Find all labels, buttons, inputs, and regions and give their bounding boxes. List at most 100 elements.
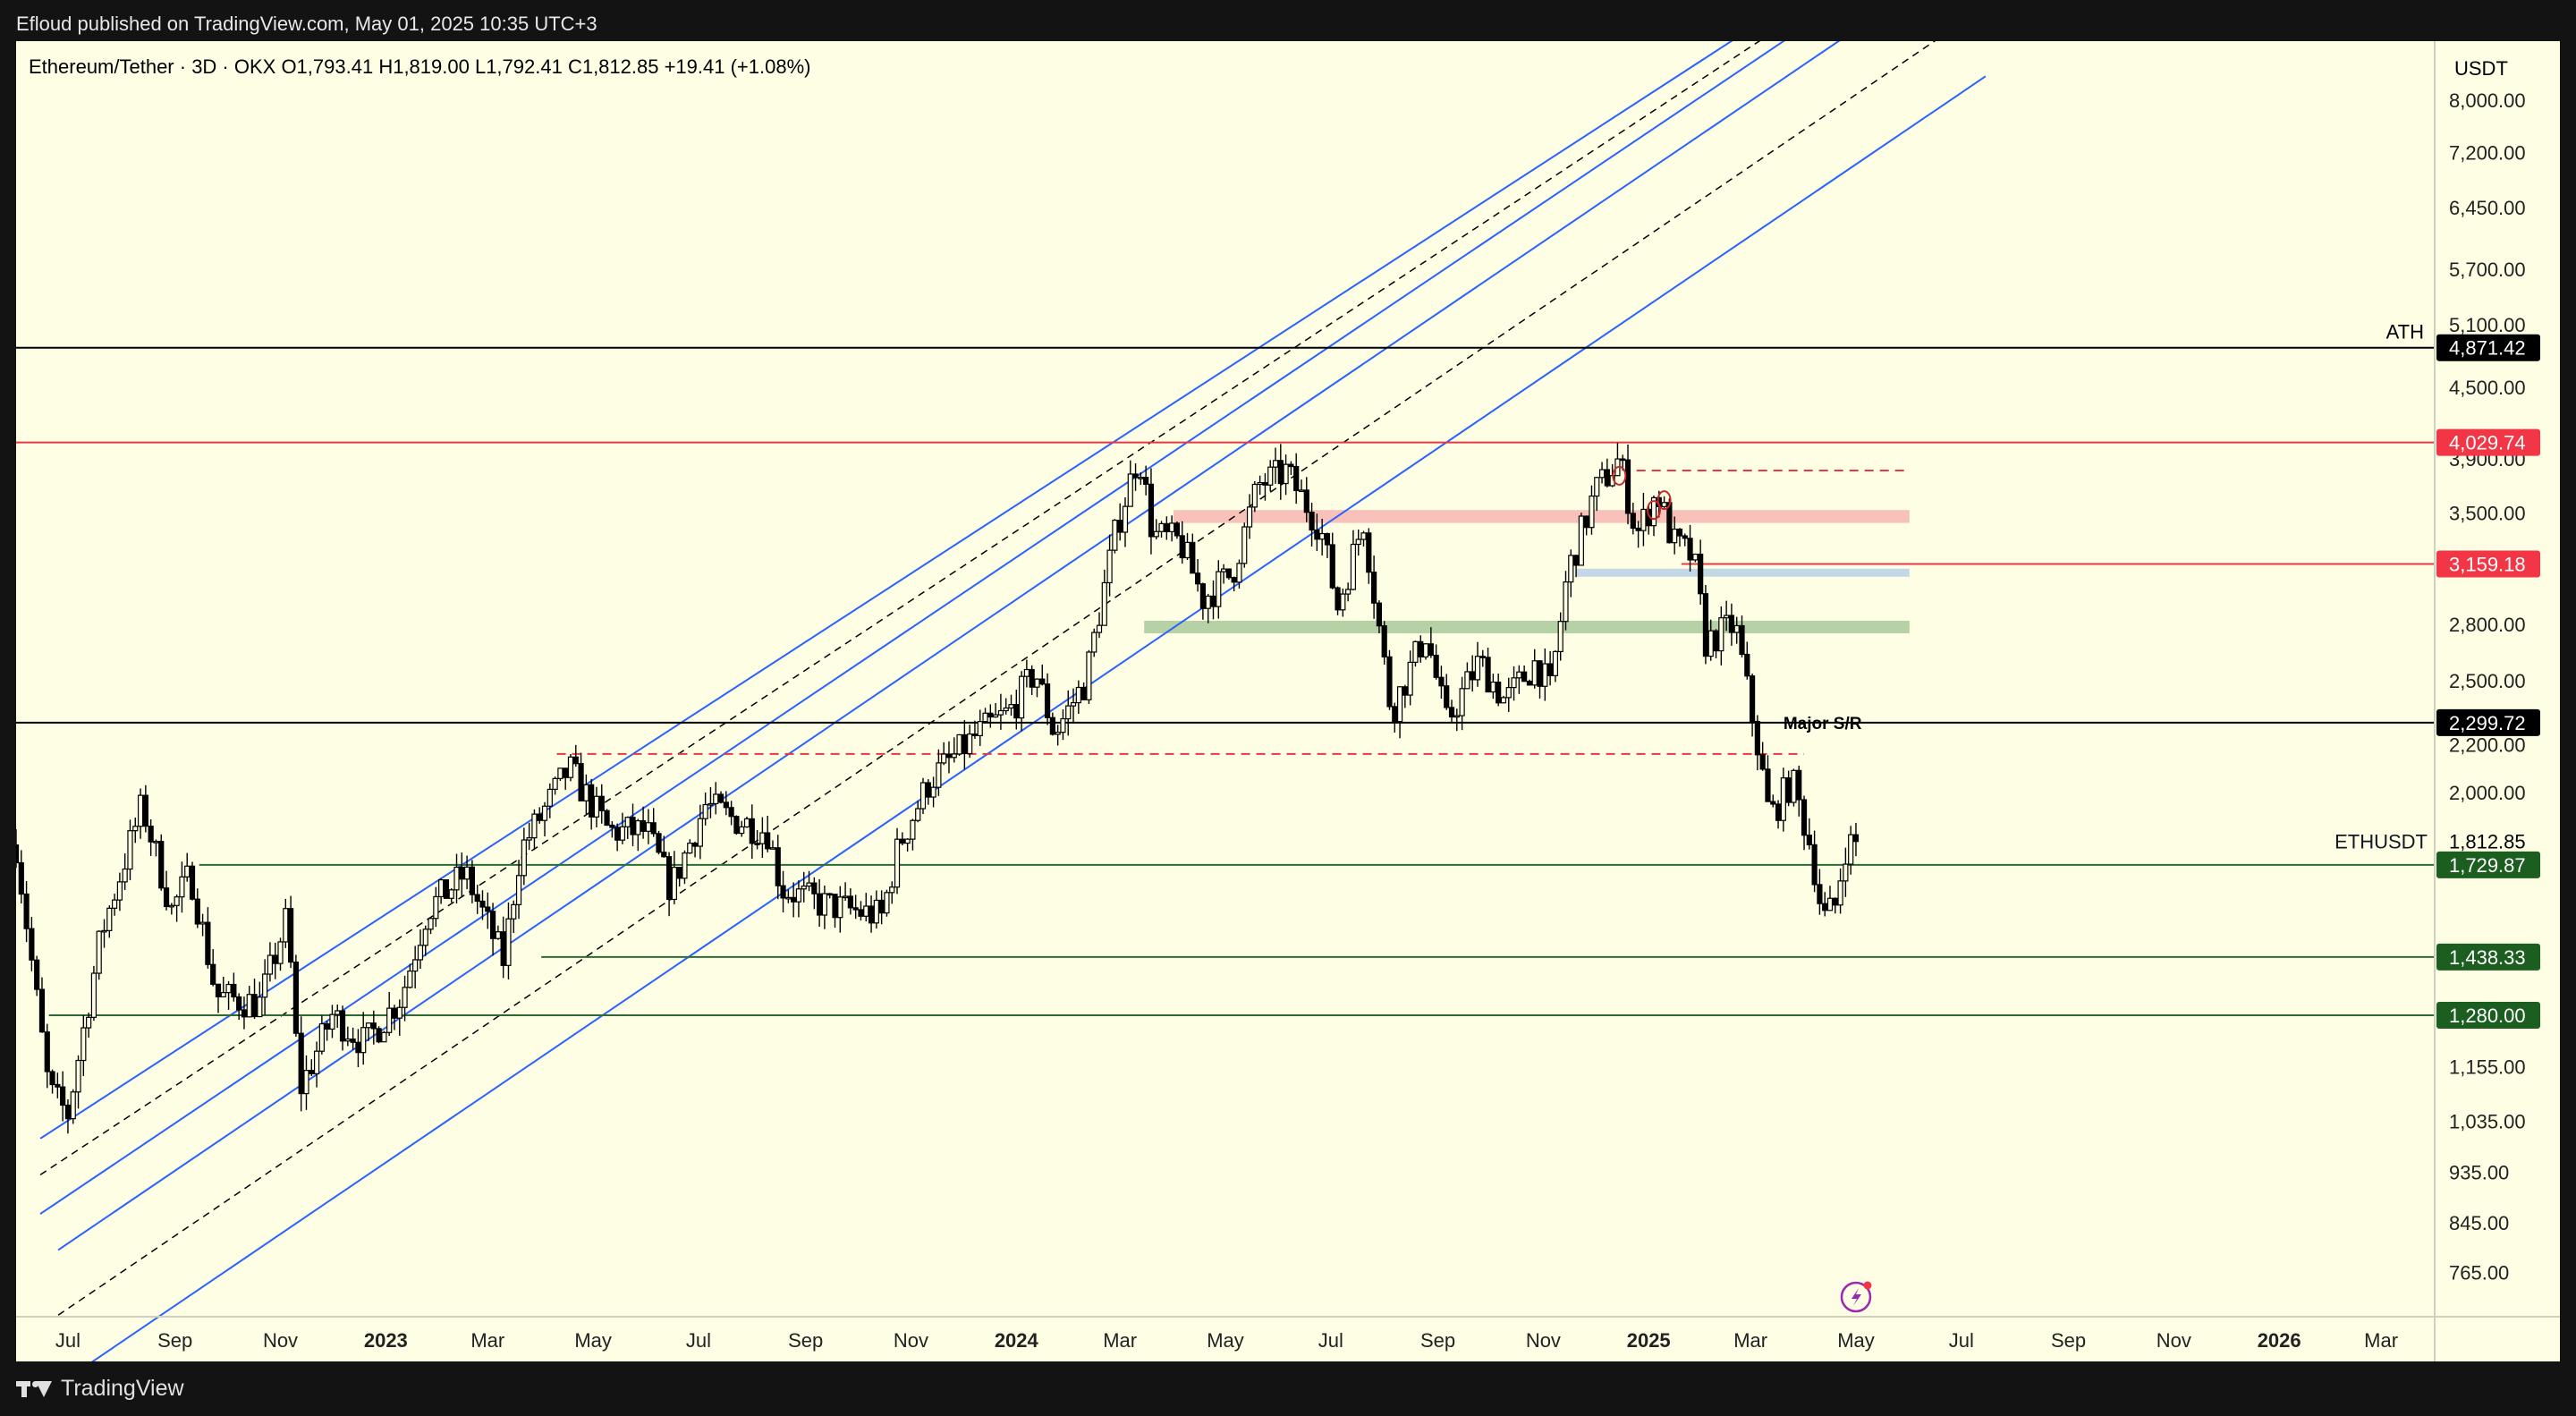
candle-body: [1034, 678, 1040, 688]
candle-body: [1464, 671, 1470, 690]
candle-body: [96, 930, 102, 974]
candle-body: [1194, 572, 1201, 585]
price-tag-7[interactable]: [2436, 1002, 2540, 1030]
time-tick-label: Nov: [894, 1329, 928, 1352]
candle-body: [1376, 602, 1382, 627]
candle-body: [1216, 571, 1222, 607]
support-channel-mid-line[interactable]: [57, 41, 1986, 1316]
candle-body: [23, 893, 30, 929]
candle-body: [650, 822, 657, 835]
candle-body: [873, 899, 879, 924]
price-tick-label: 1,155.00: [2449, 1056, 2526, 1078]
price-tag-0[interactable]: [2436, 334, 2540, 361]
candle-body: [495, 931, 501, 939]
candle-body: [1153, 530, 1159, 538]
time-tick-label: 2026: [2258, 1329, 2301, 1352]
candle-body: [521, 839, 527, 877]
candle-body: [1402, 686, 1408, 696]
candle-body: [283, 908, 289, 943]
candle-body: [1371, 572, 1377, 604]
time-tick-label: Jul: [1949, 1329, 1974, 1352]
candle-body: [635, 819, 641, 835]
candle-body: [277, 941, 284, 964]
candle-body: [552, 777, 558, 790]
candle-body: [1718, 617, 1724, 652]
candle-body: [433, 895, 439, 920]
currency-label[interactable]: USDT: [2454, 57, 2508, 80]
candle-body: [1199, 583, 1206, 609]
candle-body: [754, 843, 760, 845]
time-tick-label: 2025: [1627, 1329, 1671, 1352]
price-tag-2[interactable]: [2436, 550, 2540, 578]
candle-body: [1500, 697, 1507, 704]
candle-body: [262, 973, 268, 998]
candle-body: [1537, 660, 1543, 687]
candle-body: [505, 918, 512, 966]
candle-body: [1744, 653, 1750, 677]
candle-body: [459, 866, 465, 880]
candle-body: [225, 983, 232, 994]
channel-lower-line[interactable]: [39, 41, 1986, 1215]
price-chart[interactable]: ATH Major S/R USDT 8,000.00 7,200.00 6,450.00…: [16, 41, 2560, 1361]
candle-body: [1169, 522, 1175, 532]
candle-body: [1759, 754, 1766, 770]
price-tag-5[interactable]: [2436, 851, 2540, 878]
marker-ellipse-1: [1646, 500, 1661, 521]
price-tag-4[interactable]: [2436, 827, 2540, 855]
price-tag-label: 3,159.18: [2449, 554, 2526, 576]
candle-body: [422, 928, 428, 946]
price-tick-label: 2,800.00: [2449, 614, 2526, 636]
candle-body: [168, 904, 174, 908]
price-tag-label: 1,438.33: [2449, 946, 2526, 969]
candle-body: [1791, 769, 1797, 803]
candle-body: [132, 826, 139, 832]
channel-upper-line[interactable]: [39, 41, 1986, 1140]
candle-body: [1672, 528, 1678, 544]
candle-body: [381, 1031, 387, 1043]
support-channel-upper-line[interactable]: [57, 41, 1986, 1251]
candle-body: [189, 865, 196, 900]
candle-body: [339, 1010, 346, 1042]
candle-body: [1257, 481, 1263, 486]
candle-body: [624, 817, 631, 827]
candle-body: [309, 1070, 315, 1074]
candle-body: [318, 1022, 325, 1052]
candle-body: [1568, 555, 1574, 583]
candle-body: [894, 838, 901, 888]
channel-mid-line[interactable]: [39, 41, 1986, 1175]
candle-body: [1049, 716, 1055, 735]
candle-body: [868, 905, 875, 924]
candle-body: [1251, 483, 1258, 508]
candle-body: [691, 843, 699, 847]
candle-body: [583, 784, 589, 801]
candle-body: [889, 886, 895, 894]
candle-body: [713, 793, 719, 805]
candle-body: [1635, 527, 1641, 531]
candle-body: [1008, 704, 1014, 709]
candle-body: [997, 709, 1004, 716]
candle-body: [1594, 477, 1600, 497]
legend-part: H1,819.00: [373, 55, 470, 78]
brand-label: TradingView: [61, 1376, 184, 1401]
candle-body: [1578, 515, 1584, 566]
time-tick-label: Jul: [686, 1329, 711, 1352]
alert-icon[interactable]: [1840, 1281, 1872, 1313]
tradingview-brand[interactable]: TradingView: [16, 1376, 184, 1402]
candle-body: [1324, 532, 1331, 546]
candle-body: [1029, 668, 1035, 688]
candle-body: [1698, 553, 1704, 595]
candle-body: [708, 802, 714, 806]
candle-body: [1086, 651, 1092, 700]
price-axis-panel[interactable]: [2435, 41, 2560, 1361]
price-tick-label: 1,035.00: [2449, 1111, 2526, 1133]
candle-body: [769, 847, 776, 850]
price-tag-1[interactable]: [2436, 428, 2540, 456]
candle-body: [184, 865, 191, 878]
candle-body: [925, 782, 931, 798]
price-tag-6[interactable]: [2436, 943, 2540, 971]
candle-body: [733, 816, 740, 835]
price-tag-3[interactable]: [2436, 708, 2540, 736]
candle-body: [915, 808, 921, 821]
candle-body: [1852, 834, 1860, 843]
candle-body: [884, 892, 890, 914]
